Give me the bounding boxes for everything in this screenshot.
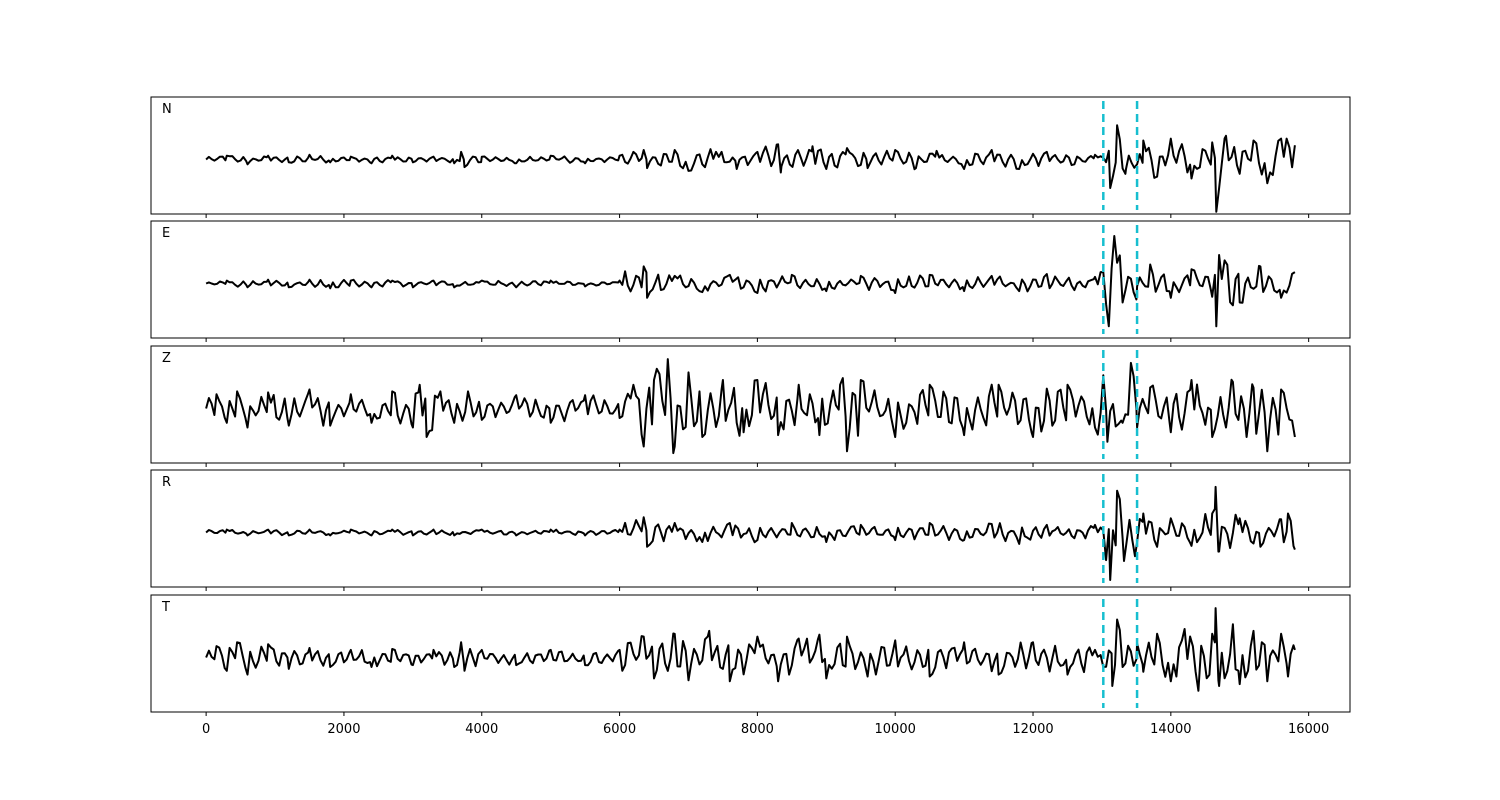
panel-label: R [162,475,171,490]
panel-frame [150,220,1351,339]
panel-frame [150,345,1351,464]
panel-r: R [150,469,1351,591]
waveform-r [205,485,1296,581]
panel-e: E [150,220,1351,342]
panel-label: Z [162,351,171,366]
trace-panels: N E Z R T [150,96,1351,716]
x-tick-label: 12000 [1012,722,1053,737]
panel-frame [150,469,1351,588]
x-tick-label: 4000 [465,722,498,737]
panel-n: N [150,96,1351,218]
panel-label: E [162,226,170,241]
panel-label: T [161,600,170,615]
x-tick-label: 0 [202,722,210,737]
x-axis: 0 2000 4000 6000 8000 10000 12000 14000 16000 [202,722,1329,737]
x-tick-label: 14000 [1150,722,1191,737]
x-tick-label: 2000 [327,722,360,737]
waveform-e [205,235,1296,328]
x-tick-label: 8000 [741,722,774,737]
panel-label: N [162,102,172,117]
x-tick-label: 16000 [1288,722,1329,737]
panel-z: Z [150,345,1351,467]
panel-frame [150,96,1351,215]
waveform-n [205,124,1296,213]
waveform-z [205,358,1296,455]
x-tick-label: 6000 [603,722,636,737]
x-tick-label: 10000 [875,722,916,737]
waveform-t [205,607,1296,692]
panel-t: T [150,594,1351,716]
panel-frame [150,594,1351,713]
